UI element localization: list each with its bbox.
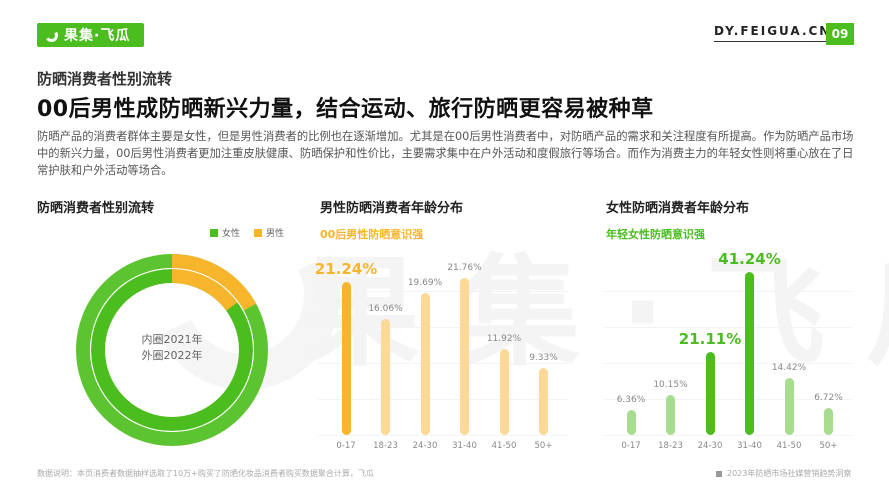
male-age-bar-chart: 21.24% 0-17 16.06% 18-23 19.69% 24-30 21.76% 31… (314, 255, 568, 455)
donut-center-label: 内圈2021年 外圈2022年 (120, 332, 224, 364)
x-axis-tick-label: 31-40 (737, 441, 762, 451)
report-title: 2023年防晒市场社媒营销趋势洞察 (716, 468, 851, 479)
square-bullet-icon (716, 470, 722, 477)
gridline (318, 327, 568, 328)
bar-50+ (539, 367, 548, 435)
gridline (318, 399, 568, 400)
bar-31-40 (460, 278, 469, 435)
gridline (603, 435, 853, 436)
bar-24-30 (705, 351, 715, 435)
x-axis-tick-label: 41-50 (776, 441, 802, 451)
gridline (318, 435, 568, 436)
legend-swatch-male (254, 228, 263, 237)
description-paragraph: 防晒产品的消费者群体主要是女性，但是男性消费者的比例也在逐渐增加。尤其是在00后… (37, 130, 854, 177)
logo-text: 果集·飞瓜 (64, 28, 131, 44)
bar-41-50 (499, 349, 509, 435)
x-axis-tick-label: 41-50 (491, 441, 517, 451)
bar-value-label: 41.24% (718, 250, 781, 269)
x-axis-tick-label: 50+ (534, 441, 553, 451)
bar-18-23 (381, 319, 390, 435)
section-subtitle: 防晒消费者性别流转 (37, 70, 173, 88)
x-axis-tick-label: 18-23 (658, 441, 683, 451)
legend-swatch-female (210, 228, 218, 237)
bar-50+ (824, 408, 833, 435)
page-number-badge: 09 (826, 23, 854, 45)
bar-24-30 (420, 293, 430, 435)
bar-value-label: 9.33% (529, 352, 558, 363)
x-axis-tick-label: 24-30 (697, 441, 723, 451)
legend-item-male: 男性 (254, 226, 284, 239)
legend-label-female: 女性 (222, 229, 241, 239)
report-title-text: 2023年防晒市场社媒营销趋势洞察 (727, 469, 852, 478)
bar-value-label: 21.11% (678, 329, 742, 348)
gridline (318, 291, 568, 292)
inner-ring-male (91, 269, 253, 431)
page-title: 00后男性成防晒新兴力量，结合运动、旅行防晒更容易被种草 (37, 97, 654, 122)
inner-ring-year-label: 内圈2021年 (141, 333, 203, 346)
gridline (318, 363, 568, 364)
outer-ring-year-label: 外圈2022年 (141, 349, 203, 362)
bar-value-label: 10.15% (653, 379, 688, 390)
female-chart-highlight: 年轻女性防晒意识强 (606, 228, 705, 241)
logo-swoosh-icon (43, 27, 60, 43)
donut-legend: 女性 男性 (210, 226, 284, 239)
bar-18-23 (666, 394, 675, 435)
outer-ring-male (76, 254, 268, 446)
x-axis-tick-label: 0-17 (621, 441, 641, 451)
brand-logo: 果集·飞瓜 (37, 23, 144, 47)
x-axis-tick-label: 24-30 (412, 441, 438, 451)
female-chart-title: 女性防晒消费者年龄分布 (606, 201, 750, 216)
gender-donut-chart (76, 254, 268, 446)
bar-value-label: 21.76% (447, 263, 482, 274)
bar-0-17 (341, 282, 351, 435)
male-chart-title: 男性防晒消费者年龄分布 (320, 201, 464, 216)
bar-value-label: 11.92% (486, 334, 522, 345)
bar-value-label: 21.24% (314, 260, 378, 279)
bar-value-label: 16.06% (368, 304, 403, 315)
bar-value-label: 19.69% (407, 278, 443, 289)
gridline (603, 399, 853, 400)
bar-31-40 (745, 272, 754, 435)
bar-value-label: 6.72% (814, 393, 843, 404)
x-axis-tick-label: 50+ (819, 441, 838, 451)
watermark-text: 果集·飞瓜 (300, 244, 889, 383)
legend-item-female: 女性 (210, 226, 240, 239)
bar-41-50 (784, 378, 794, 435)
female-age-bar-chart: 6.36% 0-17 10.15% 18-23 21.11% 24-30 41.24% 31-… (603, 250, 853, 455)
x-axis-tick-label: 31-40 (452, 441, 477, 451)
bar-value-label: 6.36% (616, 394, 646, 405)
male-chart-highlight: 00后男性防晒意识强 (320, 228, 424, 241)
donut-chart-title: 防晒消费者性别流转 (37, 201, 155, 216)
gridline (603, 327, 853, 328)
x-axis-tick-label: 18-23 (373, 441, 398, 451)
legend-label-male: 男性 (266, 229, 285, 239)
gridline (603, 363, 853, 364)
x-axis-tick-label: 0-17 (336, 441, 356, 451)
bar-value-label: 14.42% (771, 363, 807, 374)
data-note: 数据说明：本页消费者数据抽样选取了10万+购买了防晒化妆品消费者购买数据聚合计算… (37, 469, 374, 478)
gridline (603, 291, 853, 292)
site-link[interactable]: DY.FEIGUA.CN (714, 24, 832, 42)
bar-0-17 (626, 409, 636, 435)
ring-separator (90, 268, 254, 432)
